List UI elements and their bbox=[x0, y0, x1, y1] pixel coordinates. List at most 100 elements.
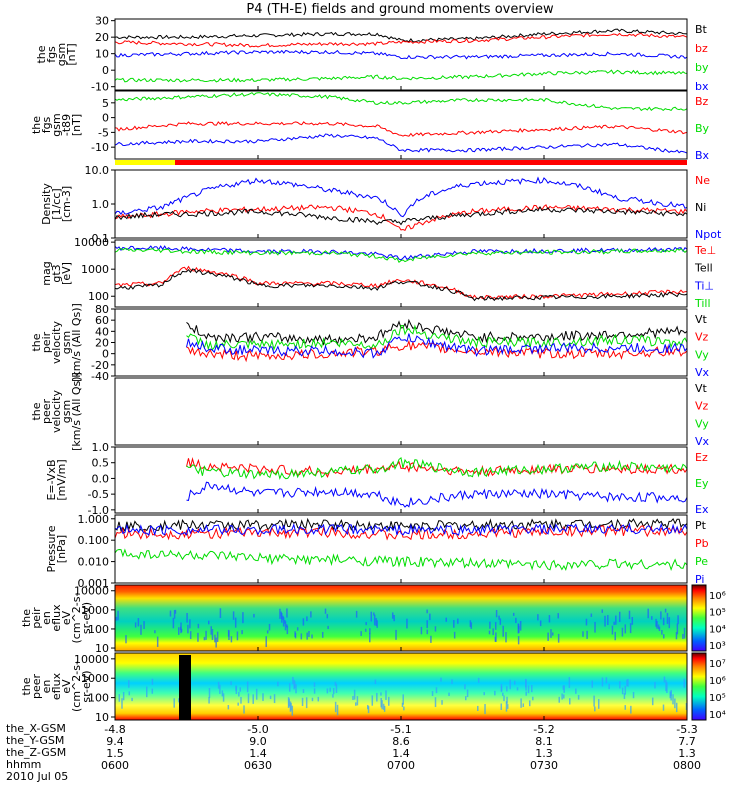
x-tick-label-time: 0730 bbox=[530, 759, 558, 772]
spectrogram-speckle bbox=[295, 684, 297, 694]
spectrogram-speckle bbox=[234, 617, 237, 628]
y-tick-label: 0.5 bbox=[92, 457, 110, 470]
spectrogram-speckle bbox=[451, 679, 453, 684]
spectrogram-speckle bbox=[651, 697, 654, 706]
spectrogram-speckle bbox=[355, 610, 358, 618]
spectrogram-speckle bbox=[575, 688, 577, 694]
y-tick-label: 80 bbox=[95, 303, 109, 316]
spectrogram-speckle bbox=[352, 695, 354, 700]
y-axis-label-3: Density bbox=[40, 183, 53, 225]
x-tick-label-xgsm: -5.2 bbox=[533, 723, 554, 736]
legend-entry-Pb: Pb bbox=[695, 537, 709, 550]
legend-entry-Ni: Ni bbox=[695, 201, 706, 214]
spectrogram-speckle bbox=[128, 691, 131, 696]
spectrogram-speckle bbox=[441, 700, 443, 705]
x-tick-label-time: 0600 bbox=[101, 759, 129, 772]
spectrogram-speckle bbox=[187, 624, 189, 634]
spectrogram-speckle bbox=[324, 608, 327, 614]
spectrogram-speckle bbox=[131, 697, 133, 702]
spectrogram-speckle bbox=[301, 697, 304, 707]
spectrogram-speckle bbox=[440, 677, 442, 682]
spectrogram-speckle bbox=[621, 627, 624, 637]
spectrogram-speckle bbox=[291, 705, 294, 716]
spectrogram-speckle bbox=[607, 614, 609, 626]
colorbar bbox=[691, 652, 707, 721]
spectrogram-speckle bbox=[525, 679, 527, 691]
legend-entry-Vy: Vy bbox=[695, 348, 709, 361]
data-gap bbox=[179, 655, 191, 720]
panel-8: Pressure[nPa] bbox=[45, 514, 688, 584]
xaxis-row-label-time: hhmm bbox=[6, 758, 42, 771]
spectrogram-speckle bbox=[539, 620, 542, 627]
y-axis-label-4: [eV] bbox=[60, 262, 73, 285]
spectrogram-speckle bbox=[140, 624, 142, 635]
y-axis-label-3: [1/cc] bbox=[50, 188, 63, 219]
legend-entry-Tell: Tell bbox=[694, 262, 713, 275]
spectrogram-speckle bbox=[661, 629, 663, 635]
spectrogram-speckle bbox=[180, 622, 182, 634]
spectrogram-speckle bbox=[488, 630, 491, 635]
spectrogram-speckle bbox=[483, 692, 485, 696]
spectrogram-speckle bbox=[531, 685, 533, 693]
spectrogram-speckle bbox=[403, 706, 405, 711]
legend-entry-Ey: Ey bbox=[695, 477, 709, 490]
spectrogram-speckle bbox=[380, 692, 382, 696]
x-tick-label-time: 0800 bbox=[673, 759, 701, 772]
colorbar-tick: 10⁷ bbox=[709, 659, 726, 670]
colorbar-tick: 10⁵ bbox=[709, 608, 726, 619]
y-axis-label-5: peir bbox=[40, 331, 53, 353]
y-tick-label: 1.0 bbox=[92, 441, 110, 454]
spectrogram-speckle bbox=[465, 696, 467, 701]
spectrogram-speckle bbox=[197, 632, 199, 642]
spectrogram-speckle bbox=[489, 621, 491, 629]
spectrogram-speckle bbox=[252, 694, 254, 704]
legend-entry-Bx: Bx bbox=[695, 149, 710, 162]
series-line-Ni bbox=[115, 205, 687, 226]
colorbar-tick: 10³ bbox=[709, 641, 726, 652]
spectrogram-speckle bbox=[630, 705, 632, 714]
panel-frame bbox=[114, 90, 688, 160]
legend-entry-Npot: Npot bbox=[695, 228, 722, 241]
spectrogram-speckle bbox=[232, 611, 235, 620]
y-tick-label: 1000 bbox=[81, 604, 109, 617]
spectrogram-speckle bbox=[334, 681, 337, 686]
spectrogram-speckle bbox=[626, 679, 628, 687]
y-axis-label-5: gsm bbox=[60, 331, 73, 354]
spectrogram-speckle bbox=[211, 629, 214, 640]
series-line-Pe bbox=[115, 548, 687, 572]
series-line-Ex bbox=[186, 481, 687, 508]
legend-entry-Ti⊥: Ti⊥ bbox=[694, 279, 714, 292]
spectrogram-speckle bbox=[174, 609, 177, 614]
spectrogram-speckle bbox=[469, 620, 472, 627]
mode-bar-slow bbox=[115, 160, 175, 165]
y-axis-label-9: peir bbox=[30, 607, 43, 629]
spectrogram-speckle bbox=[326, 688, 329, 694]
spectrogram-speckle bbox=[310, 611, 312, 618]
legend-entry-bz: bz bbox=[695, 42, 708, 55]
spectrogram-speckle bbox=[321, 631, 324, 638]
spectrogram-speckle bbox=[647, 608, 649, 619]
spectrogram-speckle bbox=[178, 698, 180, 703]
xaxis-row-label-z: the_Z-GSM bbox=[6, 746, 67, 759]
spectrogram-speckle bbox=[241, 630, 243, 635]
spectrogram-speckle bbox=[520, 698, 522, 708]
spectrogram-speckle bbox=[237, 702, 239, 706]
y-axis-label-3: [cm-3] bbox=[60, 186, 73, 222]
spectrogram-speckle bbox=[453, 631, 456, 639]
y-axis-label-9: the bbox=[20, 609, 33, 627]
spectrogram-speckle bbox=[353, 689, 356, 700]
legend-entry-bx: bx bbox=[695, 80, 709, 93]
spectrogram-speckle bbox=[326, 614, 329, 619]
series-line-Ez bbox=[186, 457, 687, 478]
spectrogram-speckle bbox=[568, 677, 571, 688]
spectrogram-speckle bbox=[470, 622, 473, 629]
y-axis-label-8: Pressure bbox=[45, 525, 58, 572]
spectrogram-speckle bbox=[660, 611, 662, 620]
y-axis-label-8: [nPa] bbox=[55, 535, 68, 563]
spectrogram-speckle bbox=[426, 620, 428, 629]
y-tick-label: -40 bbox=[91, 370, 109, 383]
legend-entry-By: By bbox=[695, 122, 710, 135]
spectrogram-speckle bbox=[532, 696, 534, 701]
